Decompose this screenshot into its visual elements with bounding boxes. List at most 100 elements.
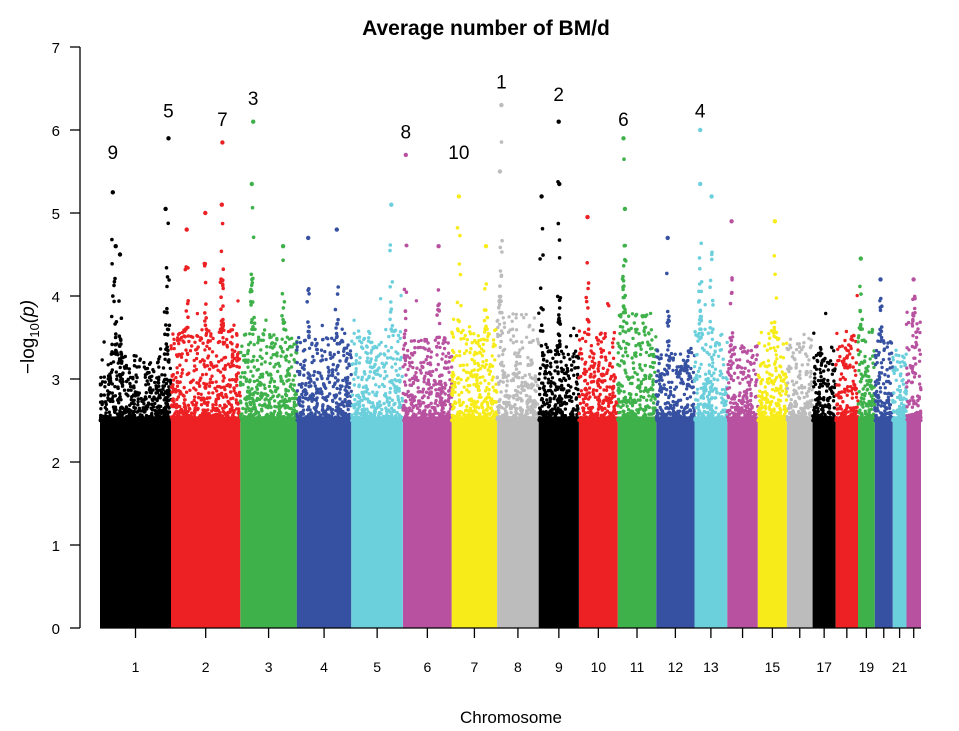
peak-top-point — [436, 244, 441, 249]
peak-trail-point — [251, 325, 255, 329]
peak-point-10 — [248, 181, 255, 332]
peak-trail-point — [281, 258, 285, 263]
peak-trail-point — [860, 317, 864, 322]
peak-top-point — [497, 169, 503, 174]
peak-trail-point — [458, 272, 463, 277]
peak-trail-point — [219, 319, 224, 323]
peak-trail-point — [585, 261, 589, 265]
peak-trail-point — [117, 334, 122, 339]
peak-point-20 — [496, 169, 503, 315]
peak-trail-point — [484, 326, 489, 331]
peak-trail-point — [110, 350, 114, 354]
chromosome-20-points — [873, 299, 895, 628]
peak-point-32 — [771, 219, 779, 340]
peak-trail-point — [538, 286, 543, 291]
peak-trail-point — [307, 292, 311, 296]
peak-trail-point — [622, 157, 626, 161]
peak-top-point — [729, 219, 734, 224]
peak-point-2 — [117, 252, 124, 356]
peak-trail-point — [281, 306, 286, 310]
peak-trail-point — [166, 221, 170, 226]
peak-top-point — [878, 277, 883, 282]
y-tick-label: 2 — [52, 455, 60, 472]
peak-trail-point — [912, 294, 917, 299]
peak-point-19 — [498, 102, 504, 315]
peak-trail-point — [119, 350, 123, 355]
peak-trail-point — [113, 276, 117, 281]
peak-trail-point — [221, 286, 225, 291]
peak-trail-point — [114, 320, 119, 324]
peak-trail-point — [711, 303, 715, 307]
peak-trail-point — [772, 325, 776, 330]
chromosome-15-scatter — [756, 321, 789, 423]
peak-trail-point — [729, 343, 733, 347]
peak-trail-point — [711, 327, 715, 332]
peak-point-17 — [455, 194, 463, 332]
peak-trail-point — [219, 249, 224, 254]
peak-trail-point — [500, 250, 504, 254]
peak-trail-point — [203, 323, 208, 328]
y-tick-label: 5 — [52, 206, 60, 223]
peak-point-22 — [555, 119, 562, 348]
peak-trail-point — [167, 323, 172, 328]
peak-point-14 — [388, 202, 395, 332]
peak-trail-point — [621, 304, 626, 309]
x-tick-label: 4 — [320, 659, 328, 675]
x-tick-label: 3 — [265, 659, 273, 675]
peak-trail-point — [282, 320, 287, 325]
chromosome-4-scatter — [295, 323, 353, 423]
x-tick-label: 13 — [703, 659, 719, 675]
x-tick-label: 17 — [816, 659, 832, 675]
peak-trail-point — [699, 241, 703, 246]
peak-trail-point — [249, 287, 253, 292]
chromosome-4-band — [296, 416, 352, 628]
peak-points — [109, 102, 917, 356]
chart-title: Average number of BM/d — [362, 17, 610, 40]
x-tick-label: 19 — [859, 659, 875, 675]
peak-trail-point — [697, 289, 701, 294]
peak-trail-point — [403, 316, 408, 321]
chromosome-19-band — [858, 416, 875, 628]
x-tick-label: 9 — [555, 659, 563, 675]
peak-trail-point — [437, 321, 442, 326]
peak-trail-point — [485, 315, 490, 320]
peak-point-15 — [402, 152, 409, 340]
peak-trail-point — [203, 262, 208, 266]
peak-top-point — [117, 252, 123, 257]
peak-trail-point — [858, 284, 862, 289]
peak-rank-label: 8 — [401, 122, 412, 143]
peak-trail-point — [336, 317, 340, 322]
peak-trail-point — [623, 310, 628, 315]
chromosome-17-points — [811, 311, 837, 628]
peak-rank-label: 9 — [108, 143, 119, 164]
chromosome-9-scatter — [537, 311, 581, 423]
peak-rank-label: 1 — [496, 73, 507, 94]
peak-trail-point — [219, 307, 223, 312]
peak-trail-point — [164, 266, 169, 270]
chromosome-5-band — [351, 416, 403, 628]
chromosome-1-scatter — [98, 340, 173, 423]
peak-trail-point — [880, 304, 884, 309]
chromosome-13-scatter — [692, 303, 729, 423]
peak-trail-point — [163, 332, 167, 337]
x-tick-label: 21 — [892, 659, 908, 675]
peak-trail-point — [665, 271, 669, 276]
peak-trail-point — [165, 333, 170, 337]
peak-trail-point — [557, 306, 562, 310]
peak-top-point — [665, 235, 670, 241]
peak-trail-point — [498, 310, 502, 315]
peak-trail-point — [334, 331, 339, 336]
peak-trail-point — [335, 321, 340, 326]
peak-top-point — [389, 202, 394, 207]
peak-top-point — [251, 119, 256, 124]
peak-trail-point — [219, 323, 224, 327]
peak-trail-point — [667, 314, 671, 319]
peak-trail-point — [402, 287, 407, 292]
chromosome-10-points — [577, 302, 619, 628]
peak-trail-point — [665, 309, 670, 314]
peak-trail-point — [541, 253, 545, 257]
peak-trail-point — [388, 310, 393, 314]
peak-trail-point — [697, 299, 702, 303]
peak-point-33 — [857, 256, 864, 332]
peak-trail-point — [221, 267, 226, 272]
